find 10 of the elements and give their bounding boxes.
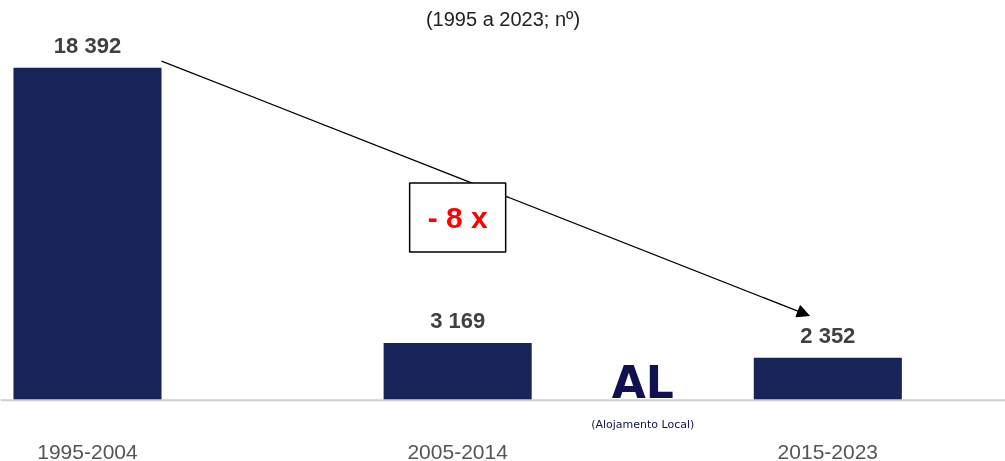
x-tick-label: 2015-2023	[777, 439, 879, 461]
data-label: 2 352	[800, 322, 856, 348]
chart-subtitle: (1995 a 2023; nº)	[425, 7, 581, 30]
x-tick-label: 2005-2014	[407, 439, 509, 461]
annotation: AL	[611, 357, 674, 409]
x-tick-label: 1995-2004	[37, 439, 139, 461]
text: (Alojamento Local)	[591, 417, 695, 431]
data-label: 18 392	[53, 32, 122, 58]
data-label: 3 169	[430, 307, 486, 333]
annotation: - 8 x	[427, 200, 488, 234]
